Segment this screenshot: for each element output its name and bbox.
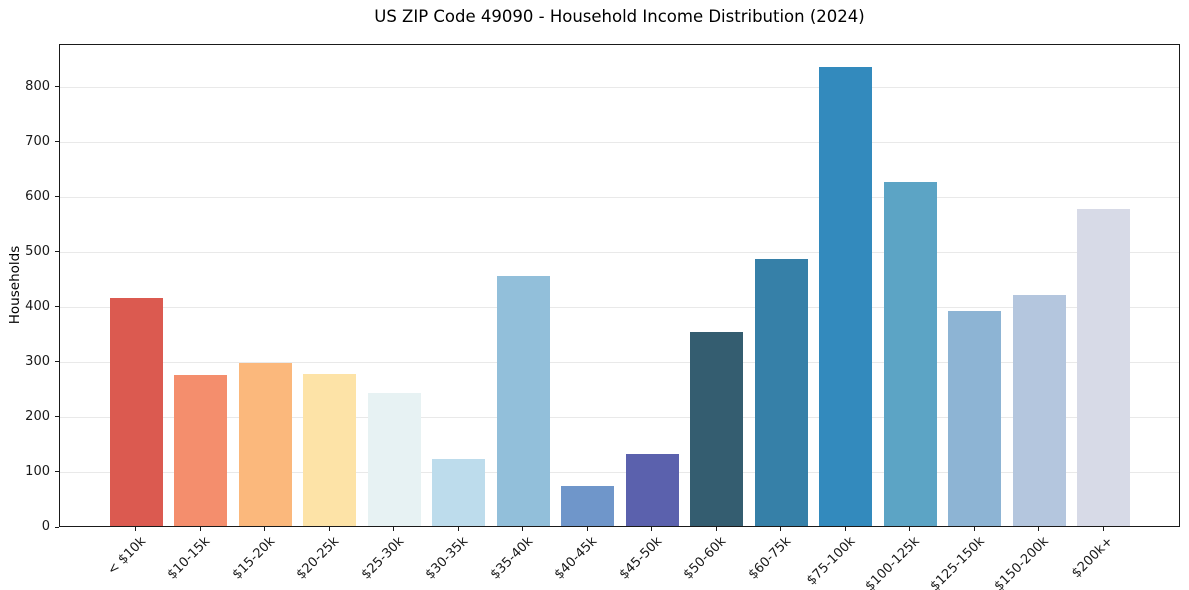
y-tick-label: 200 xyxy=(25,408,50,424)
x-tick-mark xyxy=(715,527,717,531)
y-tick-label: 400 xyxy=(25,298,50,314)
bar-14 xyxy=(948,311,1002,526)
y-tick-mark xyxy=(55,86,59,88)
bar-2 xyxy=(174,375,228,526)
plot-area xyxy=(59,44,1180,527)
x-tick-label: $30-35k xyxy=(422,534,472,583)
y-tick-label: 300 xyxy=(25,353,50,369)
bar-16 xyxy=(1077,209,1131,526)
bar-13 xyxy=(883,182,937,526)
y-tick-mark xyxy=(55,251,59,253)
bar-11 xyxy=(754,259,808,526)
x-tick-label: $35-40k xyxy=(487,534,536,583)
x-tick-mark xyxy=(973,527,975,531)
x-tick-mark xyxy=(393,527,395,531)
gridline-y-100 xyxy=(60,471,1179,473)
bar-9 xyxy=(625,454,679,526)
x-tick-label: $20-25k xyxy=(293,534,343,583)
bar-10 xyxy=(690,332,744,526)
x-tick-label: $25-30k xyxy=(358,534,407,583)
gridline-y-600 xyxy=(60,196,1179,198)
bar-8 xyxy=(561,486,615,526)
bar-3 xyxy=(238,363,292,526)
x-tick-mark xyxy=(135,527,137,531)
x-tick-mark xyxy=(780,527,782,531)
y-tick-mark xyxy=(55,196,59,198)
x-tick-mark xyxy=(264,527,266,531)
gridline-y-800 xyxy=(60,86,1179,88)
gridline-y-500 xyxy=(60,251,1179,253)
x-tick-mark xyxy=(457,527,459,531)
x-tick-label: $15-20k xyxy=(229,534,278,583)
x-tick-label: $125-150k xyxy=(927,534,988,590)
gridline-y-700 xyxy=(60,141,1179,143)
x-tick-label: < $10k xyxy=(104,534,149,579)
x-tick-mark xyxy=(844,527,846,531)
bar-4 xyxy=(303,374,357,526)
chart-title: US ZIP Code 49090 - Household Income Dis… xyxy=(374,7,865,26)
x-tick-label: $40-45k xyxy=(551,534,601,583)
y-tick-mark xyxy=(55,306,59,308)
bar-7 xyxy=(496,276,550,526)
bar-5 xyxy=(367,393,421,526)
bar-1 xyxy=(109,298,163,526)
y-tick-mark xyxy=(55,141,59,143)
x-tick-mark xyxy=(586,527,588,531)
x-tick-mark xyxy=(909,527,911,531)
y-tick-mark xyxy=(55,526,59,528)
y-tick-label: 800 xyxy=(25,78,50,94)
y-tick-label: 500 xyxy=(25,243,50,259)
bar-12 xyxy=(819,67,873,526)
x-tick-label: $10-15k xyxy=(164,534,214,583)
bar-15 xyxy=(1012,295,1066,526)
x-tick-label: $150-200k xyxy=(991,534,1052,590)
x-tick-mark xyxy=(651,527,653,531)
y-tick-label: 600 xyxy=(25,188,50,204)
y-tick-label: 700 xyxy=(25,133,50,149)
bar-6 xyxy=(432,459,486,526)
gridline-y-300 xyxy=(60,361,1179,363)
x-tick-label: $45-50k xyxy=(616,534,665,583)
x-tick-label: $50-60k xyxy=(680,534,730,583)
x-tick-mark xyxy=(522,527,524,531)
x-tick-mark xyxy=(1038,527,1040,531)
x-tick-mark xyxy=(199,527,201,531)
y-tick-label: 100 xyxy=(25,463,50,479)
y-tick-mark xyxy=(55,471,59,473)
x-tick-mark xyxy=(328,527,330,531)
x-tick-mark xyxy=(1102,527,1104,531)
y-tick-mark xyxy=(55,361,59,363)
gridline-y-400 xyxy=(60,306,1179,308)
y-tick-label: 0 xyxy=(41,519,50,534)
x-tick-label: $75-100k xyxy=(804,534,859,589)
y-tick-mark xyxy=(55,416,59,418)
gridline-y-200 xyxy=(60,416,1179,418)
x-tick-label: $100-125k xyxy=(862,534,923,590)
x-tick-label: $200k+ xyxy=(1069,534,1117,582)
x-tick-label: $60-75k xyxy=(745,534,794,583)
